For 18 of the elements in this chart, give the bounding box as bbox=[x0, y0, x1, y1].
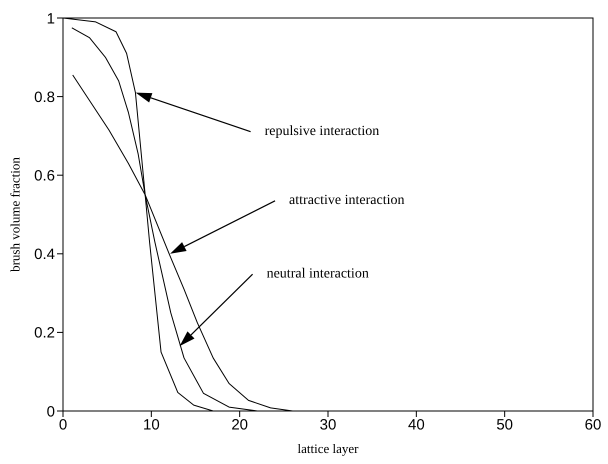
x-tick-label: 10 bbox=[142, 416, 160, 434]
annotation: neutral interaction bbox=[266, 266, 369, 282]
annotation: repulsive interaction bbox=[264, 124, 380, 139]
y-tick-label: 0.2 bbox=[34, 324, 55, 342]
x-axis-title: lattice layer bbox=[298, 441, 360, 456]
y-tick-label: 0 bbox=[46, 403, 55, 420]
x-tick-label: 20 bbox=[231, 416, 248, 434]
annotation: attractive interaction bbox=[289, 193, 405, 208]
y-axis-title: brush volume fraction bbox=[8, 156, 23, 272]
y-tick-label: 0.4 bbox=[34, 246, 55, 264]
x-tick-label: 40 bbox=[408, 416, 425, 434]
y-tick-label: 0.8 bbox=[34, 88, 55, 106]
y-tick-label: 1 bbox=[46, 10, 55, 28]
x-tick-label: 50 bbox=[496, 416, 514, 434]
y-tick-label: 0.6 bbox=[34, 168, 55, 185]
x-tick-label: 0 bbox=[58, 416, 68, 434]
x-tick-label: 30 bbox=[320, 416, 336, 434]
x-tick-label: 60 bbox=[584, 416, 602, 434]
